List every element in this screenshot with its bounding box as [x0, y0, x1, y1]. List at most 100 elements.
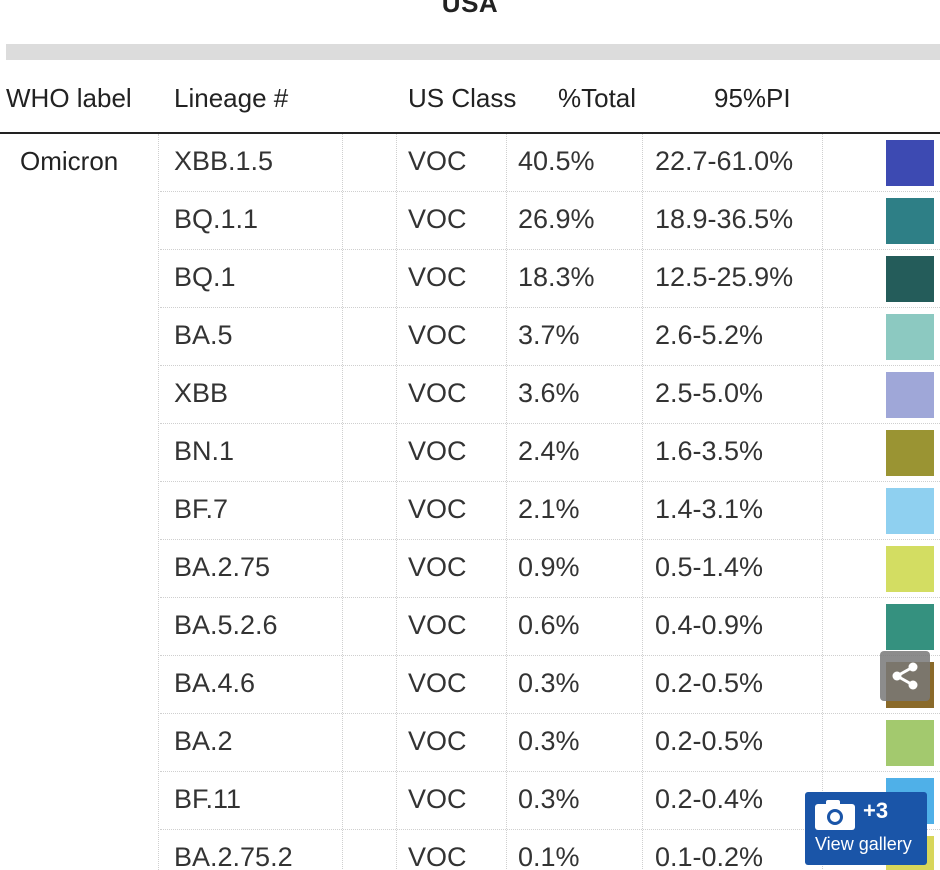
cell-divider — [396, 772, 397, 829]
us-class-cell: VOC — [408, 726, 467, 756]
cell-divider — [822, 134, 823, 191]
camera-icon — [815, 800, 855, 830]
header-lineage: Lineage # — [174, 83, 289, 113]
cell-divider — [642, 772, 643, 829]
total-cell: 3.6% — [518, 378, 580, 408]
cell-divider — [506, 366, 507, 423]
header-total: %Total — [558, 83, 637, 113]
total-cell: 0.9% — [518, 552, 580, 582]
cell-divider — [822, 656, 823, 713]
us-class-cell: VOC — [408, 552, 467, 582]
us-class-cell: VOC — [408, 320, 467, 350]
cell-divider — [506, 772, 507, 829]
cell-divider — [506, 424, 507, 481]
cell-divider — [396, 540, 397, 597]
color-swatch — [886, 546, 934, 592]
us-class-cell: VOC — [408, 668, 467, 698]
table-row: BA.5.2.6 VOC 0.6% 0.4-0.9% — [160, 598, 940, 656]
pi-cell: 0.4-0.9% — [655, 610, 764, 640]
cell-divider — [396, 482, 397, 539]
who-label-cell: Omicron — [6, 134, 159, 870]
lineage-cell: XBB — [174, 378, 229, 408]
cell-divider — [396, 134, 397, 191]
us-class-cell: VOC — [408, 494, 467, 524]
cell-divider — [642, 540, 643, 597]
pi-cell: 1.4-3.1% — [655, 494, 764, 524]
total-cell: 0.3% — [518, 726, 580, 756]
header-us-class: US Class — [408, 83, 517, 113]
cell-divider — [506, 250, 507, 307]
cell-divider — [342, 366, 343, 423]
color-swatch — [886, 488, 934, 534]
lineage-cell: BA.2.75.2 — [174, 842, 293, 870]
table-row: BA.2.75 VOC 0.9% 0.5-1.4% — [160, 540, 940, 598]
cell-divider — [506, 308, 507, 365]
cell-divider — [342, 482, 343, 539]
total-cell: 2.4% — [518, 436, 580, 466]
pi-cell: 18.9-36.5% — [655, 204, 794, 234]
cell-divider — [506, 192, 507, 249]
cell-divider — [396, 656, 397, 713]
color-swatch — [886, 720, 934, 766]
cell-divider — [822, 540, 823, 597]
cell-divider — [506, 714, 507, 771]
us-class-cell: VOC — [408, 378, 467, 408]
cell-divider — [642, 598, 643, 655]
cell-divider — [822, 250, 823, 307]
lineage-cell: BF.11 — [174, 784, 242, 814]
cell-divider — [642, 134, 643, 191]
cell-divider — [396, 424, 397, 481]
cell-divider — [396, 714, 397, 771]
lineage-cell: BA.2.75 — [174, 552, 271, 582]
cell-divider — [506, 830, 507, 870]
cell-divider — [396, 830, 397, 870]
cell-divider — [342, 134, 343, 191]
cell-divider — [342, 192, 343, 249]
cell-divider — [506, 482, 507, 539]
lineage-cell: BQ.1.1 — [174, 204, 259, 234]
us-class-cell: VOC — [408, 842, 467, 870]
cell-divider — [396, 250, 397, 307]
us-class-cell: VOC — [408, 146, 467, 176]
cell-divider — [822, 192, 823, 249]
color-swatch — [886, 430, 934, 476]
us-class-cell: VOC — [408, 436, 467, 466]
us-class-cell: VOC — [408, 610, 467, 640]
color-swatch — [886, 604, 934, 650]
pi-cell: 2.6-5.2% — [655, 320, 764, 350]
lineage-cell: BA.2 — [174, 726, 233, 756]
total-cell: 18.3% — [518, 262, 595, 292]
pi-cell: 2.5-5.0% — [655, 378, 764, 408]
table-row: BN.1 VOC 2.4% 1.6-3.5% — [160, 424, 940, 482]
cell-divider — [822, 424, 823, 481]
header-95pi: 95%PI — [714, 83, 791, 113]
table-body: XBB.1.5 VOC 40.5% 22.7-61.0% BQ.1.1 VOC 26.9% 1… — [160, 134, 940, 870]
total-cell: 0.6% — [518, 610, 580, 640]
pi-cell: 0.2-0.5% — [655, 726, 764, 756]
color-swatch — [886, 372, 934, 418]
pi-cell: 0.2-0.4% — [655, 784, 764, 814]
cell-divider — [396, 192, 397, 249]
cell-divider — [822, 714, 823, 771]
cell-divider — [506, 656, 507, 713]
lineage-cell: BQ.1 — [174, 262, 236, 292]
color-swatch — [886, 314, 934, 360]
cell-divider — [642, 656, 643, 713]
cell-divider — [342, 714, 343, 771]
us-class-cell: VOC — [408, 262, 467, 292]
cell-divider — [342, 424, 343, 481]
table-row: BQ.1 VOC 18.3% 12.5-25.9% — [160, 250, 940, 308]
title-divider-bar — [6, 44, 940, 60]
color-swatch — [886, 198, 934, 244]
pi-cell: 0.1-0.2% — [655, 842, 764, 870]
table-row: BA.2 VOC 0.3% 0.2-0.5% — [160, 714, 940, 772]
cell-divider — [642, 366, 643, 423]
total-cell: 26.9% — [518, 204, 595, 234]
view-gallery-button[interactable]: +3 View gallery — [805, 792, 927, 865]
share-icon — [892, 662, 918, 690]
share-button[interactable] — [880, 651, 930, 701]
cell-divider — [822, 366, 823, 423]
us-class-cell: VOC — [408, 784, 467, 814]
cell-divider — [642, 424, 643, 481]
